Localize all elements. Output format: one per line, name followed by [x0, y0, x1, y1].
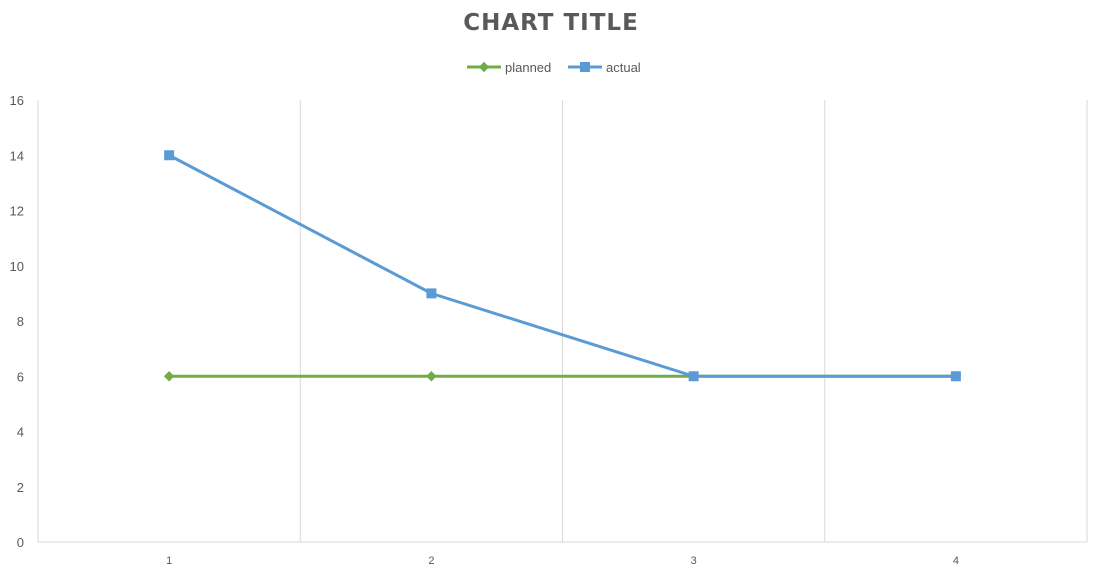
y-tick-label: 16 [10, 93, 24, 108]
legend-item-planned[interactable]: planned [467, 60, 551, 75]
y-tick-label: 14 [10, 148, 24, 163]
legend-marker [580, 62, 590, 72]
y-tick-label: 4 [17, 425, 24, 440]
y-tick-label: 0 [17, 535, 24, 550]
grid-layer [37, 100, 1088, 542]
x-tick-label: 1 [166, 555, 172, 567]
data-point-actual [688, 371, 699, 382]
y-tick-label: 2 [17, 480, 24, 495]
y-tick-label: 12 [10, 204, 24, 219]
data-point-actual [426, 288, 437, 299]
data-point-actual [950, 371, 961, 382]
y-tick-label: 8 [17, 314, 24, 329]
x-tick-label: 4 [953, 555, 959, 567]
legend-marker [478, 61, 490, 73]
legend[interactable]: planned actual [467, 60, 641, 75]
data-point-actual [164, 150, 175, 161]
series-layer [163, 150, 962, 382]
legend-label: actual [606, 60, 641, 75]
chart-title: CHART TITLE [463, 10, 639, 36]
x-tick-label: 3 [691, 555, 697, 567]
legend-label: planned [505, 60, 551, 75]
y-tick-label: 10 [10, 259, 24, 274]
x-tick-label: 2 [428, 555, 434, 567]
series-actual [164, 150, 961, 382]
y-tick-label: 6 [17, 369, 24, 384]
data-point-planned [426, 371, 437, 382]
series-line-actual [167, 153, 958, 378]
data-point-planned [163, 371, 175, 382]
legend-item-actual[interactable]: actual [568, 60, 641, 75]
